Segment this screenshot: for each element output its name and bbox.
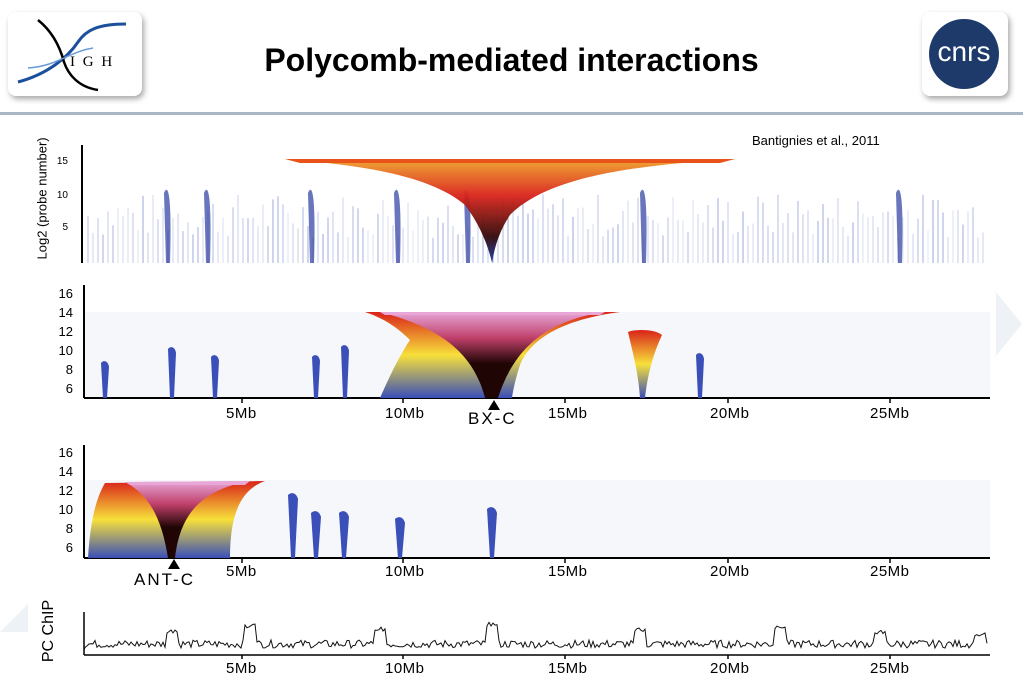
antc-ytick: 14 — [58, 464, 73, 479]
pc-chip-ylabel: PC ChIP — [40, 599, 57, 663]
bxc-spike — [168, 347, 176, 398]
bxc-xtick-label: 20Mb — [710, 405, 750, 422]
antc-ytick: 16 — [58, 445, 73, 460]
decorative-arrow-right — [996, 292, 1022, 356]
antc-x-ticks — [241, 558, 891, 563]
top-panel-peak — [164, 189, 171, 263]
antc-xtick-label: 15Mb — [548, 563, 588, 580]
antc-locus-label: ANT-C — [134, 570, 195, 589]
igh-logo: I G H — [8, 12, 142, 96]
top-panel-peak — [896, 189, 903, 263]
antc-spike — [288, 493, 298, 558]
pc-chip-xtick-label: 25Mb — [870, 660, 910, 677]
antc-spike — [339, 511, 349, 558]
pc-chip-xtick-label: 10Mb — [385, 660, 425, 677]
top-panel-cone-top — [285, 159, 735, 163]
bxc-cone-inner — [380, 312, 605, 398]
bxc-locus-marker — [488, 400, 500, 410]
antc-xtick-label: 20Mb — [710, 563, 750, 580]
antc-locus-marker — [168, 559, 180, 569]
antc-panel-plot — [83, 445, 990, 563]
bxc-ytick: 16 — [58, 286, 73, 301]
pc-chip-xtick-label: 15Mb — [548, 660, 588, 677]
antc-ytick: 8 — [65, 521, 73, 536]
antc-ytick: 10 — [58, 502, 73, 517]
bxc-spikes — [101, 345, 704, 398]
bxc-ytick: 14 — [58, 305, 73, 320]
antc-xtick-label: 25Mb — [870, 563, 910, 580]
top-panel-peak — [640, 189, 647, 263]
antc-xtick-label: 10Mb — [385, 563, 425, 580]
antc-ytick: 6 — [65, 540, 73, 555]
top-panel-peak — [394, 189, 401, 263]
antc-cone-inner — [125, 481, 250, 558]
antc-cone-top — [125, 481, 250, 485]
bxc-xtick-label: 10Mb — [385, 405, 425, 422]
top-panel-bxc-cone — [285, 159, 735, 263]
top-panel-plot — [81, 145, 984, 263]
bxc-cone-top — [380, 312, 605, 315]
bxc-spike — [101, 361, 109, 398]
header-divider — [0, 112, 1023, 115]
antc-spike — [311, 511, 321, 558]
pc-chip-signal — [83, 621, 988, 651]
citation: Bantignies et al., 2011 — [752, 133, 880, 148]
bxc-ytick: 8 — [65, 362, 73, 377]
top-panel-background-lines — [87, 189, 984, 263]
pc-chip-xtick-label: 20Mb — [710, 660, 750, 677]
bxc-spike — [341, 345, 349, 398]
pc-chip-x-ticks — [241, 655, 891, 659]
pc-chip-xtick-label: 5Mb — [226, 660, 257, 677]
top-panel-ytick: 15 — [56, 156, 68, 167]
top-panel-peak — [204, 189, 211, 263]
cnrs-logo-graphic — [929, 19, 999, 89]
bxc-ytick: 6 — [65, 381, 73, 396]
antc-ytick: 12 — [58, 483, 73, 498]
antc-spike — [395, 517, 405, 558]
bxc-spike — [211, 355, 219, 398]
bxc-xtick-label: 25Mb — [870, 405, 910, 422]
bxc-spike — [696, 353, 704, 398]
top-panel-peak — [308, 189, 315, 263]
top-panel-ytick: 5 — [62, 222, 68, 233]
cnrs-logo-text: cnrs — [937, 36, 991, 67]
igh-logo-text: I G H — [70, 54, 115, 70]
pc-chip-plot — [83, 612, 990, 659]
bxc-secondary-cone — [628, 330, 662, 398]
bxc-spike — [312, 355, 320, 398]
decorative-arrow-left — [0, 604, 28, 632]
bxc-ytick: 10 — [58, 343, 73, 358]
bxc-xtick-label: 5Mb — [226, 405, 257, 422]
cnrs-logo: cnrs — [922, 12, 1008, 96]
bxc-x-ticks — [241, 398, 891, 403]
bxc-xtick-label: 15Mb — [548, 405, 588, 422]
top-panel-ytick: 10 — [56, 190, 68, 201]
bxc-ytick: 12 — [58, 324, 73, 339]
antc-spikes — [288, 493, 497, 558]
antc-xtick-label: 5Mb — [226, 563, 257, 580]
antc-spike — [487, 507, 497, 558]
bxc-panel-plot — [83, 285, 990, 403]
page-title: Polycomb-mediated interactions — [264, 42, 759, 78]
igh-logo-graphic — [17, 19, 127, 92]
bxc-locus-label: BX-C — [468, 409, 517, 428]
